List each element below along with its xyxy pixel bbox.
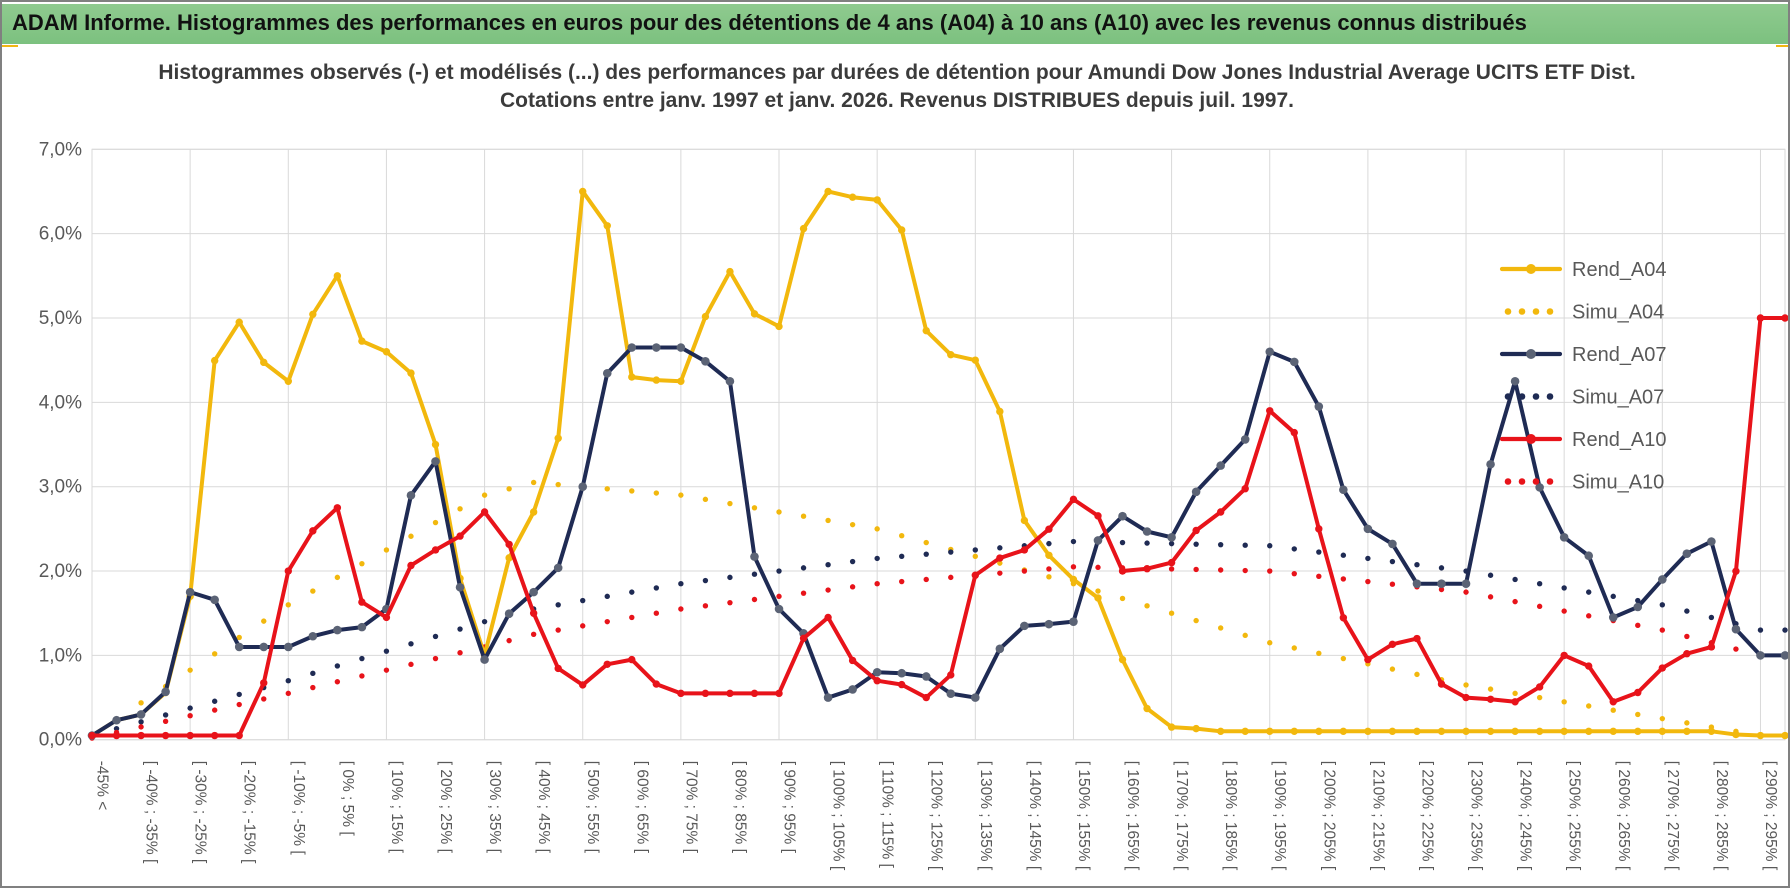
svg-text:[ -20% ; -15% [: [ -20% ; -15% [ (241, 761, 258, 864)
svg-text:[ 290% ; 295% [: [ 290% ; 295% [ (1762, 761, 1779, 871)
svg-text:0,0%: 0,0% (39, 730, 82, 751)
svg-text:[ 240% ; 245% [: [ 240% ; 245% [ (1517, 761, 1534, 871)
svg-text:[ 180% ; 185% [: [ 180% ; 185% [ (1222, 761, 1239, 871)
svg-text:[ 70% ; 75% [: [ 70% ; 75% [ (682, 761, 699, 854)
svg-text:[ 190% ; 195% [: [ 190% ; 195% [ (1271, 761, 1288, 871)
svg-text:[ 40% ; 45% [: [ 40% ; 45% [ (535, 761, 552, 854)
svg-text:Simu_A10: Simu_A10 (1572, 472, 1664, 494)
svg-text:Rend_A07: Rend_A07 (1572, 344, 1667, 366)
svg-text:Simu_A07: Simu_A07 (1572, 387, 1664, 409)
svg-text:[ 100% ; 105% [: [ 100% ; 105% [ (830, 761, 847, 871)
svg-text:[ 220% ; 225% [: [ 220% ; 225% [ (1418, 761, 1435, 871)
svg-text:[ 140% ; 145% [: [ 140% ; 145% [ (1026, 761, 1043, 871)
svg-text:-45% <: -45% < (94, 761, 111, 811)
svg-text:[ 230% ; 235% [: [ 230% ; 235% [ (1468, 761, 1485, 871)
svg-text:[ 0% ; 5% [: [ 0% ; 5% [ (339, 761, 356, 837)
svg-text:[ 280% ; 285% [: [ 280% ; 285% [ (1713, 761, 1730, 871)
svg-text:[ 80% ; 85% [: [ 80% ; 85% [ (731, 761, 748, 854)
svg-text:[ 50% ; 55% [: [ 50% ; 55% [ (584, 761, 601, 854)
svg-text:[ 150% ; 155% [: [ 150% ; 155% [ (1075, 761, 1092, 871)
svg-text:1,0%: 1,0% (39, 645, 82, 666)
svg-text:[ 10% ; 15% [: [ 10% ; 15% [ (388, 761, 405, 854)
svg-text:Rend_A04: Rend_A04 (1572, 259, 1667, 281)
svg-text:[ 270% ; 275% [: [ 270% ; 275% [ (1664, 761, 1681, 871)
svg-text:6,0%: 6,0% (39, 224, 82, 245)
svg-text:[ 120% ; 125% [: [ 120% ; 125% [ (928, 761, 945, 871)
svg-text:[ -30% ; -25% [: [ -30% ; -25% [ (192, 761, 209, 864)
svg-text:Histogrammes observés (-) et m: Histogrammes observés (-) et modélisés (… (158, 61, 1635, 84)
svg-text:2,0%: 2,0% (39, 561, 82, 582)
svg-text:5,0%: 5,0% (39, 308, 82, 329)
svg-text:[ 250% ; 255% [: [ 250% ; 255% [ (1566, 761, 1583, 871)
svg-text:[ 90% ; 95% [: [ 90% ; 95% [ (781, 761, 798, 854)
svg-text:Rend_A10: Rend_A10 (1572, 429, 1667, 451)
svg-text:[ 210% ; 215% [: [ 210% ; 215% [ (1369, 761, 1386, 871)
svg-text:3,0%: 3,0% (39, 477, 82, 498)
svg-text:Cotations entre janv. 1997 et: Cotations entre janv. 1997 et janv. 2026… (500, 89, 1294, 112)
svg-text:[ 130% ; 135% [: [ 130% ; 135% [ (977, 761, 994, 871)
svg-text:[ 20% ; 25% [: [ 20% ; 25% [ (437, 761, 454, 854)
svg-text:4,0%: 4,0% (39, 392, 82, 413)
svg-text:[ 200% ; 205% [: [ 200% ; 205% [ (1320, 761, 1337, 871)
svg-text:[ -10% ; -5% [: [ -10% ; -5% [ (290, 761, 307, 856)
svg-text:[ 170% ; 175% [: [ 170% ; 175% [ (1173, 761, 1190, 871)
svg-text:7,0%: 7,0% (39, 139, 82, 160)
svg-text:[ 30% ; 35% [: [ 30% ; 35% [ (486, 761, 503, 854)
svg-text:[ 160% ; 165% [: [ 160% ; 165% [ (1124, 761, 1141, 871)
svg-text:[ 110% ; 115% [: [ 110% ; 115% [ (879, 761, 896, 869)
svg-text:[ 60% ; 65% [: [ 60% ; 65% [ (633, 761, 650, 854)
svg-text:[ 260% ; 265% [: [ 260% ; 265% [ (1615, 761, 1632, 871)
svg-text:[ -40% ; -35% [: [ -40% ; -35% [ (143, 761, 160, 864)
svg-text:Simu_A04: Simu_A04 (1572, 302, 1664, 324)
